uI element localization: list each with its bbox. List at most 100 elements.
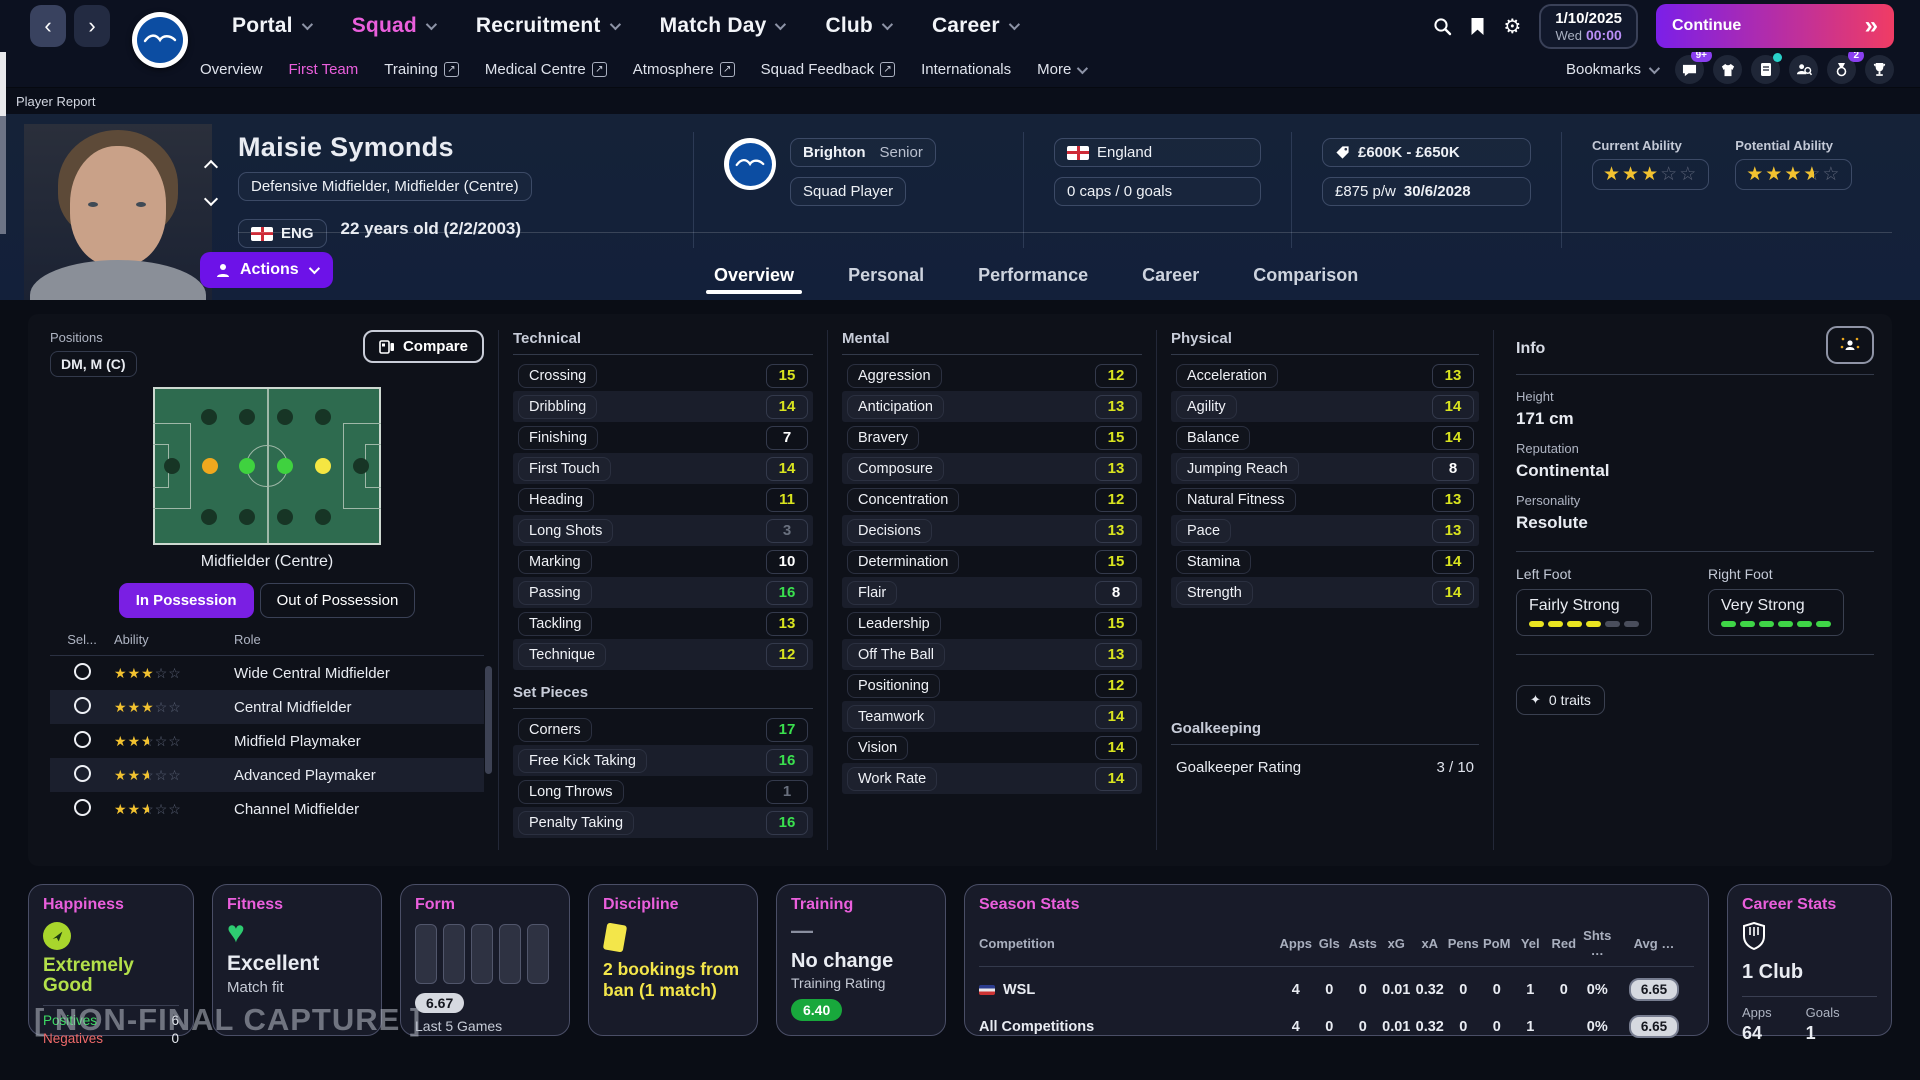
subnav-item-squad-feedback[interactable]: Squad Feedback ↗ <box>761 61 896 78</box>
subnav-item-training[interactable]: Training ↗ <box>384 61 459 78</box>
subnav-item-first-team[interactable]: First Team <box>288 61 359 78</box>
scouting-icon[interactable] <box>1789 55 1818 84</box>
actions-button[interactable]: Actions <box>200 252 333 288</box>
toggle-out-of-possession[interactable]: Out of Possession <box>259 583 416 618</box>
happiness-status: Extremely Good <box>43 955 134 996</box>
discipline-card[interactable]: Discipline 2 bookings from ban (1 match) <box>588 884 758 1036</box>
role-select-radio[interactable] <box>73 764 91 782</box>
subnav-item-atmosphere[interactable]: Atmosphere ↗ <box>633 61 735 78</box>
previous-player-chevron[interactable] <box>203 159 219 175</box>
double-chevron-icon: » <box>1864 12 1878 39</box>
tab-career[interactable]: Career <box>1142 265 1200 285</box>
inbox-icon[interactable]: 9+ <box>1675 49 1712 84</box>
attribute-row: Work Rate 14 <box>842 763 1142 794</box>
role-select-radio[interactable] <box>73 696 91 714</box>
star-empty-icon: ☆ <box>168 766 182 783</box>
attribute-row: Strength 14 <box>1171 577 1479 608</box>
tab-performance[interactable]: Performance <box>978 265 1089 285</box>
continue-button[interactable]: Continue » <box>1656 4 1894 48</box>
subnav-item-overview[interactable]: Overview <box>200 61 263 78</box>
bookmark-icon[interactable] <box>1470 17 1485 36</box>
trophy-icon[interactable] <box>1865 55 1894 84</box>
role-select-radio[interactable] <box>73 730 91 748</box>
external-link-icon: ↗ <box>719 62 735 77</box>
subnav-item-medical-centre[interactable]: Medical Centre ↗ <box>485 61 607 78</box>
search-icon[interactable] <box>1433 17 1452 36</box>
attribute-label: Anticipation <box>847 394 944 419</box>
training-rating-badge: 6.40 <box>791 999 843 1021</box>
star-half-icon: ★☆ <box>141 766 155 783</box>
nationality-badge: ENG <box>238 219 327 248</box>
training-card[interactable]: Training — No change Training Rating 6.4… <box>776 884 946 1036</box>
attribute-row: Free Kick Taking 16 <box>513 745 813 776</box>
compare-button[interactable]: Compare <box>362 330 484 363</box>
nation-badge[interactable]: England <box>1054 138 1261 167</box>
tab-comparison[interactable]: Comparison <box>1253 265 1359 285</box>
attribute-row: Technique 12 <box>513 639 813 670</box>
role-row[interactable]: ★★ ★ ☆☆☆ Midfield Playmaker <box>50 724 484 758</box>
next-player-chevron[interactable] <box>203 191 219 207</box>
history-forward-button[interactable]: › <box>74 5 110 47</box>
brighton-crest-logo[interactable] <box>132 12 188 68</box>
seagull-icon <box>137 17 183 63</box>
nav-item-squad[interactable]: Squad <box>352 14 437 38</box>
attribute-row: Tackling 13 <box>513 608 813 639</box>
nav-item-recruitment[interactable]: Recruitment <box>476 14 621 38</box>
attribute-value: 14 <box>1095 735 1137 760</box>
discipline-text: 2 bookings from ban (1 match) <box>603 959 740 1000</box>
bookmarks-menu[interactable]: Bookmarks <box>1566 61 1661 78</box>
happiness-card[interactable]: Happiness Extremely Good Positives 6 Nega… <box>28 884 194 1046</box>
star-filled-icon: ★ <box>1603 164 1623 185</box>
club-crest[interactable] <box>724 138 776 190</box>
attribute-value: 12 <box>1095 487 1137 512</box>
positions-panel: Positions DM, M (C) Compare Midfielder (… <box>36 324 498 856</box>
scrollbar[interactable] <box>485 666 492 774</box>
form-card[interactable]: Form 6.67 Last 5 Games <box>400 884 570 1036</box>
stats-cell: 1 <box>1526 981 1535 998</box>
attribute-label: Passing <box>518 580 592 605</box>
toggle-in-possession[interactable]: In Possession <box>118 583 254 618</box>
attribute-row: Composure 13 <box>842 453 1142 484</box>
subnav-item-more[interactable]: More <box>1037 61 1089 78</box>
fitness-card[interactable]: Fitness ♥ Excellent Match fit <box>212 884 382 1036</box>
player-photo <box>24 124 212 300</box>
role-select-radio[interactable] <box>73 798 91 816</box>
role-select-radio[interactable] <box>73 662 91 680</box>
attribute-label: Crossing <box>518 363 598 388</box>
tab-personal[interactable]: Personal <box>848 265 925 285</box>
nav-item-career[interactable]: Career <box>932 14 1020 38</box>
nav-item-club[interactable]: Club <box>825 14 894 38</box>
role-row[interactable]: ★★ ★ ☆☆☆ Advanced Playmaker <box>50 758 484 792</box>
role-row[interactable]: ★★ ★ ☆☆☆ Channel Midfielder <box>50 792 484 826</box>
star-filled-icon: ★ <box>114 732 128 749</box>
game-date[interactable]: 1/10/2025 Wed 00:00 <box>1539 3 1638 49</box>
club-badge[interactable]: Brighton Senior <box>790 138 936 167</box>
star-filled-icon: ★ <box>1746 164 1766 185</box>
nav-item-match-day[interactable]: Match Day <box>660 14 787 38</box>
history-back-button[interactable]: ‹ <box>30 5 66 47</box>
attribute-value: 15 <box>1095 425 1137 450</box>
medal-icon[interactable]: 2 <box>1827 49 1864 84</box>
attribute-value: 11 <box>766 487 808 512</box>
star-filled-icon: ★ <box>114 800 128 817</box>
attribute-label: Finishing <box>518 425 599 450</box>
star-half-icon: ★☆ <box>141 732 155 749</box>
attribute-value: 13 <box>1095 642 1137 667</box>
role-row[interactable]: ★★★☆☆ Central Midfielder <box>50 690 484 724</box>
tab-overview[interactable]: Overview <box>705 255 803 300</box>
stats-header: Yel <box>1520 935 1540 951</box>
subnav-item-internationals[interactable]: Internationals <box>921 61 1012 78</box>
attribute-label: Acceleration <box>1176 363 1278 388</box>
settings-gear-icon[interactable]: ⚙ <box>1503 15 1522 38</box>
transfer-value-badge: £600K - £650K <box>1322 138 1531 167</box>
nav-item-portal[interactable]: Portal <box>232 14 313 38</box>
traits-badge[interactable]: ✦ 0 traits <box>1516 685 1605 715</box>
star-filled-icon: ★ <box>127 698 142 715</box>
report-icon[interactable] <box>1751 53 1782 84</box>
stats-cell: 0 <box>1459 981 1468 998</box>
star-half-icon: ★☆ <box>141 800 155 817</box>
role-row[interactable]: ★★★☆☆ Wide Central Midfielder <box>50 656 484 690</box>
shirt-icon[interactable] <box>1713 55 1742 84</box>
relationships-icon-button[interactable] <box>1826 326 1874 364</box>
career-stats-card[interactable]: Career Stats 1 Club Apps 64 Goals 1 <box>1727 884 1892 1043</box>
